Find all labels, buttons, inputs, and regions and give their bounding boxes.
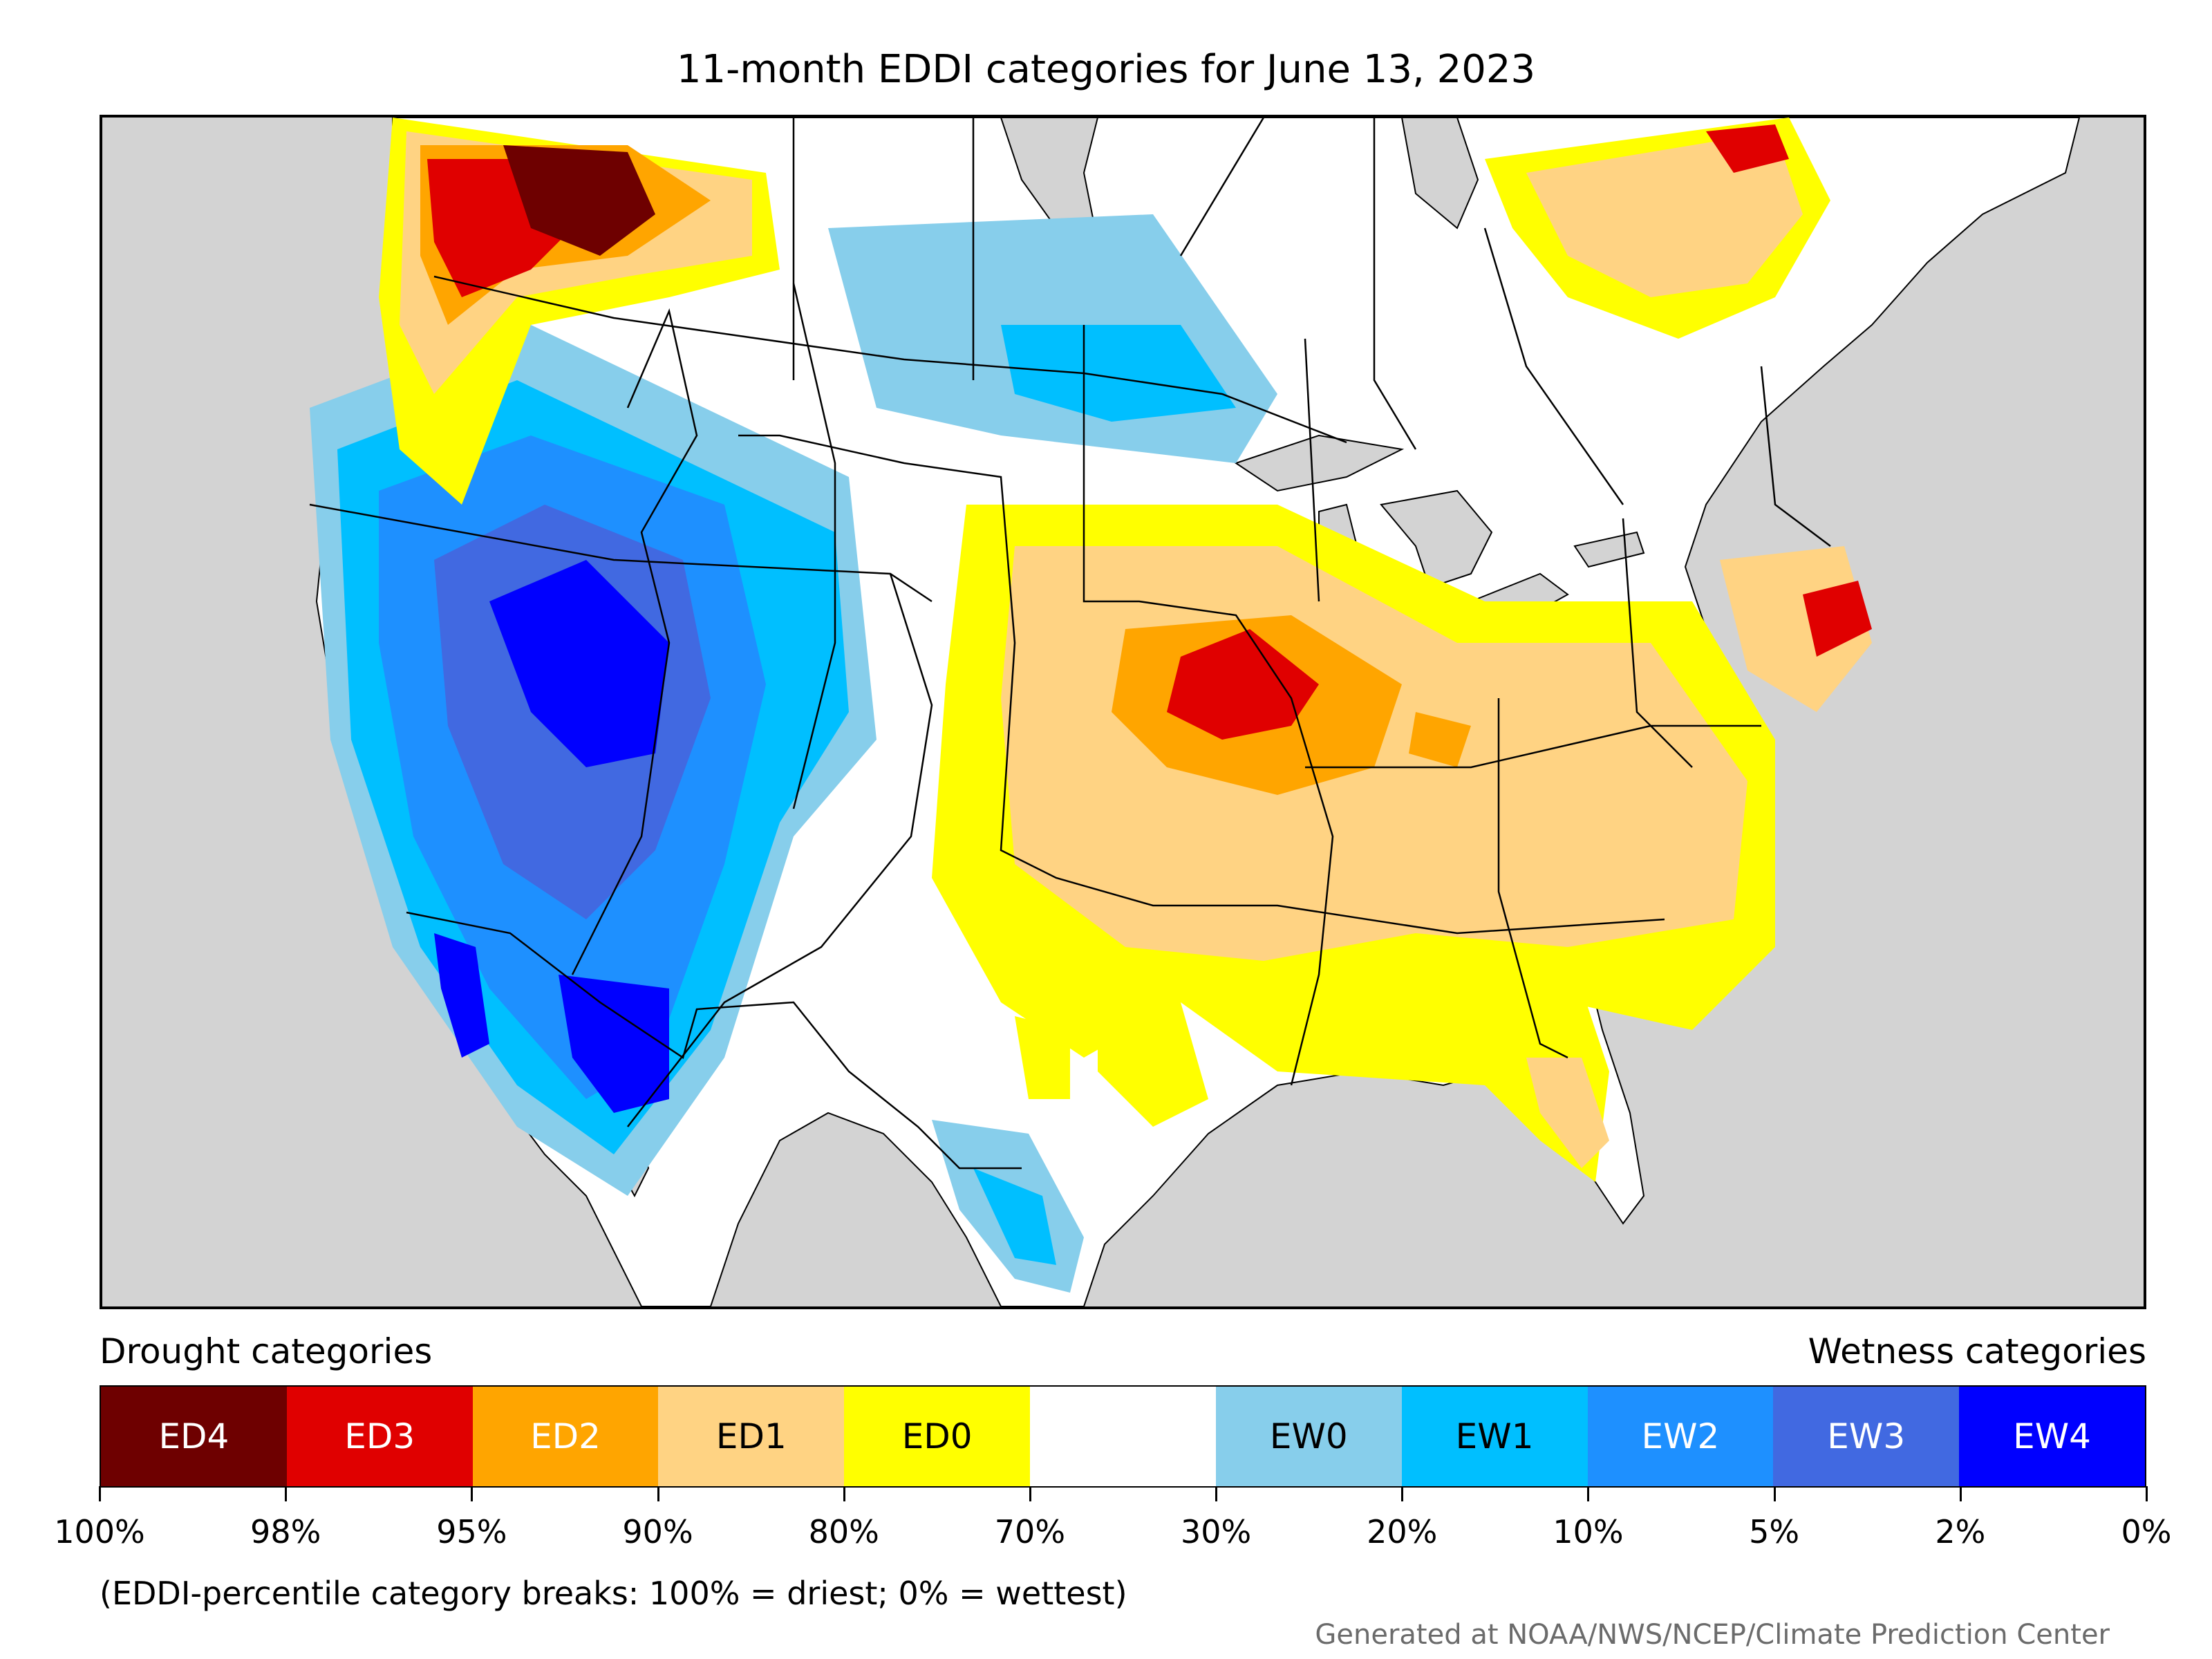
colorbar-tick-label: 70% bbox=[994, 1513, 1066, 1550]
colorbar-tick bbox=[1401, 1486, 1404, 1501]
james-bay bbox=[1400, 118, 1479, 229]
colorbar-tick bbox=[1959, 1486, 1962, 1501]
political-borders bbox=[309, 118, 1831, 1170]
colorbar-tick bbox=[657, 1486, 659, 1501]
colorbar-ticks bbox=[99, 1486, 2148, 1503]
credit-text: Generated at NOAA/NWS/NCEP/Climate Predi… bbox=[1315, 1619, 2110, 1651]
colorbar-cell-ed0: ED0 bbox=[844, 1387, 1031, 1486]
colorbar-cell-normal bbox=[1030, 1387, 1216, 1486]
colorbar-cell-ed1: ED1 bbox=[658, 1387, 845, 1486]
colorbar-cell-ed2: ED2 bbox=[472, 1387, 659, 1486]
colorbar-cell-ed4: ED4 bbox=[101, 1387, 287, 1486]
colorbar-tick bbox=[1587, 1486, 1590, 1501]
colorbar-tick-label: 30% bbox=[1180, 1513, 1252, 1550]
colorbar-tick bbox=[285, 1486, 288, 1501]
colorbar-tick-label: 100% bbox=[54, 1513, 145, 1550]
map-title: 11-month EDDI categories for June 13, 20… bbox=[676, 47, 1536, 92]
colorbar-tick bbox=[1215, 1486, 1218, 1501]
colorbar-tick-label: 20% bbox=[1367, 1513, 1438, 1550]
colorbar-tick bbox=[471, 1486, 474, 1501]
map-canvas bbox=[102, 118, 2144, 1306]
colorbar-cell-ew3: EW3 bbox=[1773, 1387, 1960, 1486]
colorbar-tick-label: 5% bbox=[1749, 1513, 1800, 1550]
drought-categories-heading: Drought categories bbox=[100, 1331, 433, 1371]
colorbar-tick bbox=[1773, 1486, 1776, 1501]
colorbar-tick bbox=[1029, 1486, 1031, 1501]
colorbar-tick-label: 90% bbox=[622, 1513, 693, 1550]
colorbar-tick-label: 0% bbox=[2121, 1513, 2172, 1550]
colorbar-tick bbox=[2146, 1486, 2148, 1501]
colorbar-tick-label: 98% bbox=[250, 1513, 321, 1550]
colorbar-tick-labels: 100% 98% 95% 90% 80% 70% 30% 20% 10% 5% 2% 0% bbox=[54, 1512, 2171, 1554]
colorbar-tick bbox=[843, 1486, 845, 1501]
percentile-note: (EDDI-percentile category breaks: 100% =… bbox=[100, 1575, 1127, 1612]
eddi-map[interactable] bbox=[100, 115, 2146, 1309]
colorbar-tick-label: 10% bbox=[1553, 1513, 1624, 1550]
colorbar-tick-label: 95% bbox=[436, 1513, 507, 1550]
colorbar-tick-label: 80% bbox=[808, 1513, 879, 1550]
colorbar-cell-ew0: EW0 bbox=[1215, 1387, 1402, 1486]
colorbar-cell-ew4: EW4 bbox=[1959, 1387, 2145, 1486]
colorbar-tick-label: 2% bbox=[1935, 1513, 1986, 1550]
wetness-categories-heading: Wetness categories bbox=[1808, 1331, 2146, 1371]
colorbar-cell-ew2: EW2 bbox=[1587, 1387, 1774, 1486]
colorbar-tick bbox=[99, 1486, 101, 1501]
colorbar-cell-ed3: ED3 bbox=[286, 1387, 473, 1486]
category-areas bbox=[310, 118, 1872, 1293]
category-colorbar: ED4 ED3 ED2 ED1 ED0 EW0 EW1 EW2 EW3 EW4 bbox=[100, 1385, 2146, 1488]
colorbar-cell-ew1: EW1 bbox=[1401, 1387, 1588, 1486]
